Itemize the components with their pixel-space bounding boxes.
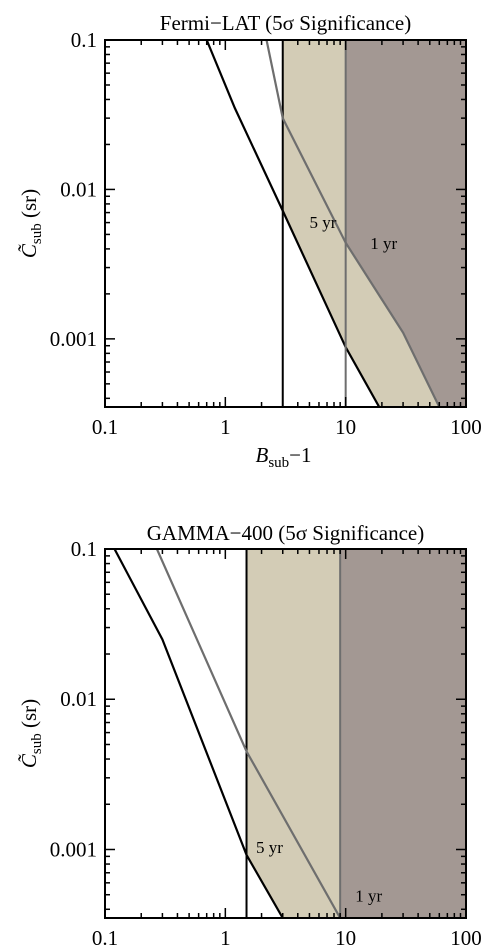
y-axis-label: C̃sub (sr) [17, 189, 45, 258]
y-tick-label: 0.1 [71, 28, 97, 52]
x-tick-label: 100 [450, 926, 482, 948]
chart-title: GAMMA−400 (5σ Significance) [147, 521, 424, 545]
sensitivity-curve-1-yr [155, 549, 342, 918]
y-tick-label: 0.001 [50, 837, 97, 861]
x-tick-label: 10 [335, 926, 356, 948]
x-tick-label: 100 [450, 415, 482, 439]
x-tick-label: 0.1 [92, 926, 118, 948]
plot-frame [104, 548, 467, 919]
chart-title: Fermi−LAT (5σ Significance) [160, 11, 411, 35]
panel-1: 5 yr 1 yr 0.1 1 10 100 0.001 0.01 0.1 Fermi−LAT (… [17, 11, 482, 471]
curve-label-1-yr: 1 yr [370, 234, 397, 253]
y-tick-label: 0.1 [71, 537, 97, 561]
plot-area [113, 549, 466, 918]
plot-area [205, 40, 466, 407]
x-tick-label: 1 [220, 926, 231, 948]
x-tick-label: 0.1 [92, 415, 118, 439]
plot-frame [104, 39, 467, 408]
sensitivity-curve-5-yr [113, 549, 284, 918]
curve-label-5-yr: 5 yr [256, 838, 283, 857]
y-tick-label: 0.001 [50, 327, 97, 351]
x-tick-label: 1 [220, 415, 231, 439]
panel-2: 5 yr 1 yr 0.1 1 10 100 0.001 0.01 0.1 GAMMA−400 (… [17, 521, 482, 948]
y-axis-label: C̃sub (sr) [17, 699, 45, 768]
region-1-yr [340, 549, 466, 918]
curve-label-1-yr: 1 yr [355, 887, 382, 906]
y-tick-label: 0.01 [60, 687, 97, 711]
curve-label-5-yr: 5 yr [309, 213, 336, 232]
x-axis-label: Bsub−1 [255, 443, 311, 471]
y-tick-label: 0.01 [60, 177, 97, 201]
x-tick-label: 10 [335, 415, 356, 439]
